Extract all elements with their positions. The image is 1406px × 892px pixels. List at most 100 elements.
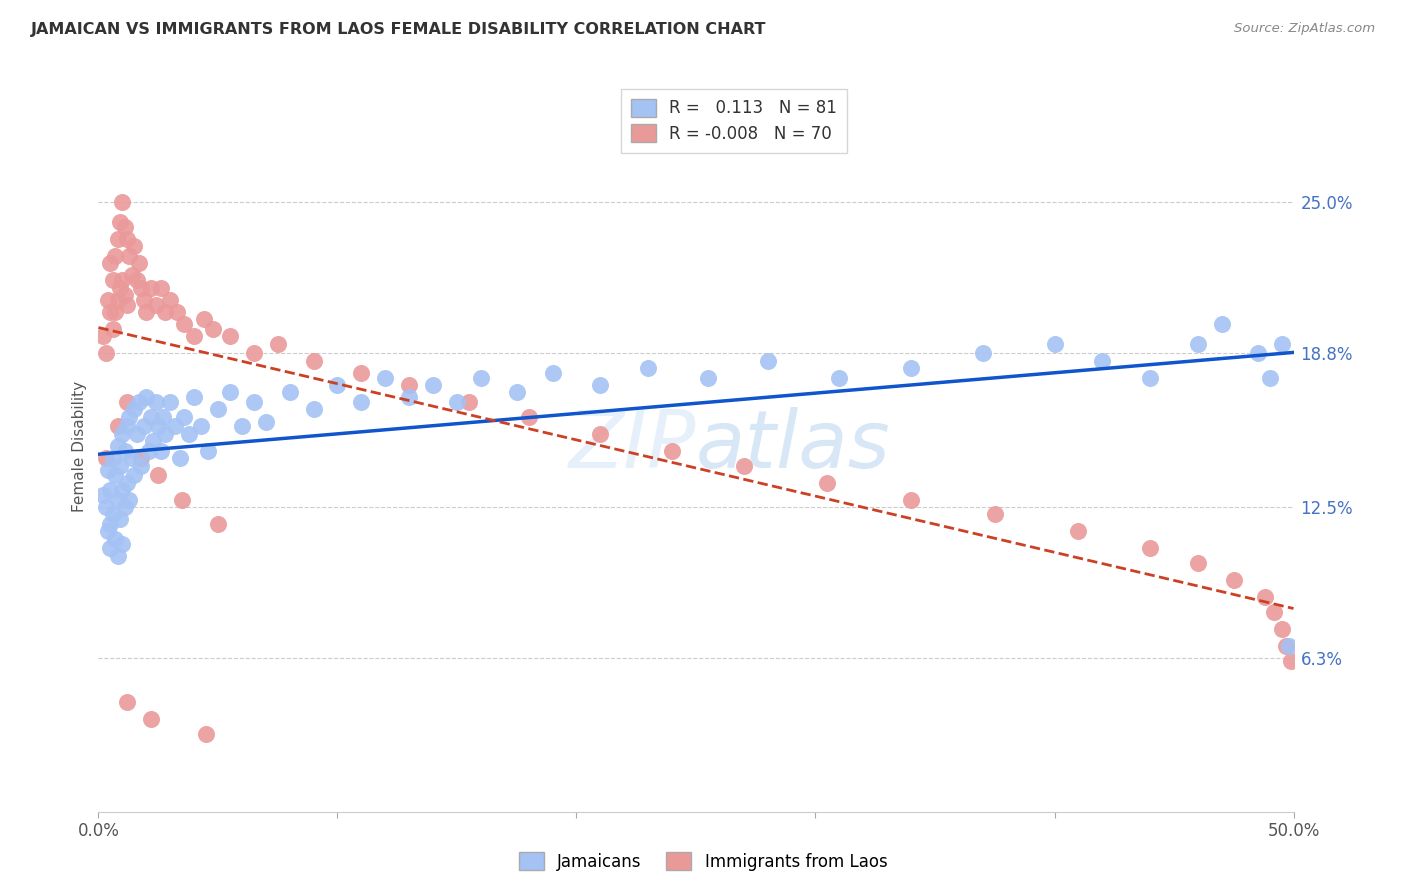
Point	[541, 366, 564, 380]
Point	[984, 508, 1007, 522]
Point	[139, 280, 162, 294]
Point	[98, 483, 122, 497]
Point	[131, 280, 153, 294]
Point	[139, 712, 162, 726]
Point	[589, 378, 612, 392]
Point	[98, 305, 122, 319]
Point	[97, 463, 120, 477]
Point	[107, 549, 129, 563]
Point	[972, 346, 994, 360]
Point	[398, 378, 420, 392]
Point	[139, 409, 162, 424]
Point	[125, 273, 148, 287]
Point	[900, 492, 922, 507]
Point	[101, 322, 124, 336]
Point	[159, 293, 181, 307]
Point	[128, 395, 150, 409]
Point	[111, 536, 134, 550]
Point	[115, 395, 138, 409]
Point	[131, 458, 153, 473]
Point	[152, 409, 174, 424]
Point	[111, 195, 134, 210]
Point	[231, 419, 253, 434]
Point	[121, 451, 143, 466]
Point	[828, 370, 851, 384]
Point	[302, 353, 325, 368]
Point	[169, 451, 191, 466]
Point	[422, 378, 444, 392]
Point	[190, 419, 212, 434]
Point	[148, 419, 170, 434]
Point	[114, 288, 136, 302]
Point	[1278, 639, 1301, 653]
Point	[1223, 573, 1246, 587]
Point	[115, 475, 138, 490]
Point	[1187, 336, 1209, 351]
Point	[114, 500, 136, 514]
Point	[166, 305, 188, 319]
Point	[98, 256, 122, 270]
Point	[1091, 353, 1114, 368]
Text: JAMAICAN VS IMMIGRANTS FROM LAOS FEMALE DISABILITY CORRELATION CHART: JAMAICAN VS IMMIGRANTS FROM LAOS FEMALE …	[31, 22, 766, 37]
Text: atlas: atlas	[696, 407, 891, 485]
Point	[98, 541, 122, 556]
Point	[900, 361, 922, 376]
Point	[302, 402, 325, 417]
Point	[124, 468, 146, 483]
Point	[132, 293, 155, 307]
Point	[517, 409, 540, 424]
Point	[101, 273, 124, 287]
Point	[1271, 336, 1294, 351]
Point	[124, 402, 146, 417]
Point	[121, 268, 143, 283]
Legend: R =   0.113   N = 81, R = -0.008   N = 70: R = 0.113 N = 81, R = -0.008 N = 70	[620, 88, 846, 153]
Point	[107, 492, 129, 507]
Point	[1275, 639, 1298, 653]
Point	[104, 305, 127, 319]
Point	[1279, 654, 1302, 668]
Point	[115, 232, 138, 246]
Point	[446, 395, 468, 409]
Point	[1271, 622, 1294, 636]
Point	[115, 695, 138, 709]
Point	[125, 426, 148, 441]
Point	[114, 219, 136, 234]
Point	[183, 329, 205, 343]
Point	[219, 329, 242, 343]
Point	[398, 390, 420, 404]
Point	[111, 483, 134, 497]
Text: ZIP: ZIP	[568, 407, 696, 485]
Point	[183, 390, 205, 404]
Point	[207, 516, 229, 531]
Legend: Jamaicans, Immigrants from Laos: Jamaicans, Immigrants from Laos	[510, 844, 896, 880]
Point	[195, 727, 218, 741]
Point	[132, 419, 155, 434]
Point	[128, 256, 150, 270]
Point	[107, 293, 129, 307]
Point	[142, 434, 165, 449]
Point	[661, 443, 683, 458]
Point	[145, 395, 167, 409]
Point	[1043, 336, 1066, 351]
Point	[470, 370, 492, 384]
Point	[350, 395, 373, 409]
Point	[589, 426, 612, 441]
Point	[124, 239, 146, 253]
Point	[163, 419, 186, 434]
Point	[108, 215, 131, 229]
Point	[101, 451, 124, 466]
Point	[172, 492, 194, 507]
Point	[207, 402, 229, 417]
Point	[267, 336, 290, 351]
Point	[173, 409, 195, 424]
Text: Source: ZipAtlas.com: Source: ZipAtlas.com	[1234, 22, 1375, 36]
Point	[118, 249, 141, 263]
Point	[1139, 541, 1161, 556]
Point	[159, 395, 181, 409]
Point	[101, 508, 124, 522]
Point	[243, 395, 266, 409]
Point	[97, 293, 120, 307]
Point	[197, 443, 219, 458]
Point	[111, 273, 134, 287]
Point	[202, 322, 225, 336]
